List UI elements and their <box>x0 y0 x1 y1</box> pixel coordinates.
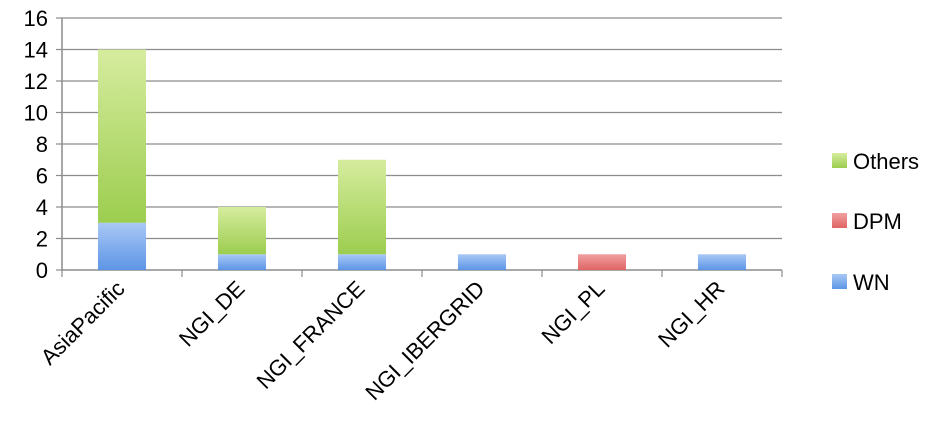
y-tick-label: 12 <box>24 69 48 94</box>
bar-segment-others <box>338 159 386 255</box>
x-category-label: NGI_DE <box>174 276 250 352</box>
bar-segment-wn <box>698 254 746 270</box>
y-tick-label: 8 <box>36 132 48 157</box>
legend-label-others: Others <box>853 149 919 174</box>
y-tick-label: 4 <box>36 195 48 220</box>
y-tick-label: 10 <box>24 101 48 126</box>
y-tick-label: 16 <box>24 6 48 31</box>
axes <box>56 17 783 277</box>
x-category-label: NGI_IBERGRID <box>360 276 489 405</box>
x-category-label: NGI_FRANCE <box>252 276 370 394</box>
y-tick-label: 0 <box>36 258 48 283</box>
legend-swatch-dpm <box>832 213 847 228</box>
bar-segment-wn <box>98 222 146 270</box>
bar-segment-others <box>218 207 266 255</box>
bars <box>98 49 746 270</box>
bar-segment-wn <box>218 254 266 270</box>
bar-segment-dpm <box>578 254 626 270</box>
legend: Others DPM WN <box>832 149 919 295</box>
x-category-label: NGI_HR <box>653 276 729 352</box>
y-tick-label: 14 <box>24 38 48 63</box>
legend-swatch-others <box>832 153 847 168</box>
bar-segment-wn <box>338 254 386 270</box>
legend-label-wn: WN <box>853 270 890 295</box>
y-tick-label: 6 <box>36 164 48 189</box>
gridlines <box>62 17 782 240</box>
x-category-label: NGI_PL <box>537 276 610 349</box>
bar-segment-wn <box>458 254 506 270</box>
x-category-label: AsiaPacific <box>36 276 130 370</box>
legend-swatch-wn <box>832 274 847 289</box>
bar-segment-others <box>98 49 146 223</box>
y-tick-label: 2 <box>36 227 48 252</box>
legend-label-dpm: DPM <box>853 209 902 234</box>
